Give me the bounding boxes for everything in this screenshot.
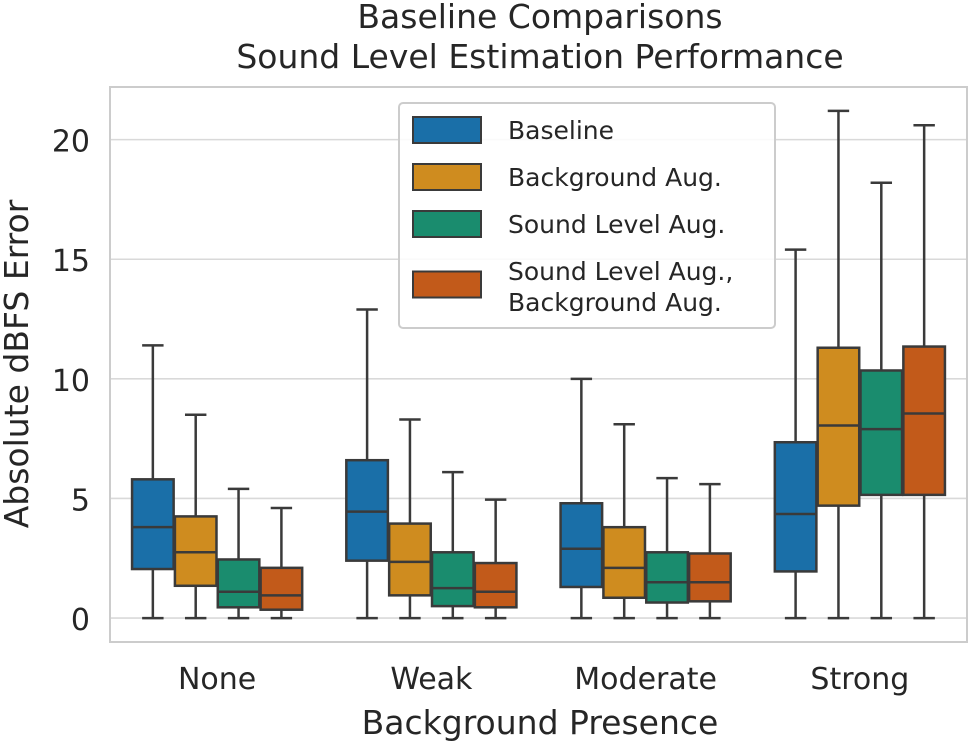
box-plot-element	[773, 248, 818, 620]
x-tick-label: Weak	[390, 662, 473, 697]
box-plot-element	[259, 506, 304, 620]
box-iqr	[645, 551, 690, 604]
legend-entry: Sound Level Aug.,Background Aug.	[412, 257, 733, 317]
y-tick-label: 20	[52, 125, 90, 160]
plot-frame	[109, 86, 968, 643]
box-iqr	[559, 502, 604, 589]
box-iqr	[216, 558, 261, 609]
x-axis-label: Background Presence	[362, 703, 719, 742]
box-plot-element	[859, 181, 904, 620]
legend-swatch	[412, 270, 482, 299]
box-plot-element	[216, 487, 261, 620]
legend: Baseline Background Aug. Sound Level Aug. S…	[398, 102, 776, 329]
x-tick-label: Moderate	[574, 662, 717, 697]
box-iqr	[473, 561, 518, 609]
box-series-layer	[130, 109, 947, 620]
box-plot-element	[345, 308, 390, 620]
box-iqr	[430, 551, 475, 608]
box-plot-element	[430, 470, 475, 620]
y-tick-label: 0	[71, 603, 90, 638]
box-iqr	[130, 478, 175, 571]
y-tick-label: 10	[52, 364, 90, 399]
legend-entry: Sound Level Aug.	[412, 210, 725, 239]
box-iqr	[602, 525, 647, 599]
legend-entry: Background Aug.	[412, 163, 722, 192]
box-iqr	[387, 522, 432, 597]
box-iqr	[859, 369, 904, 497]
legend-swatch	[412, 116, 482, 144]
box-plot-element	[387, 418, 432, 620]
box-plot-element	[902, 124, 947, 620]
box-plot-element	[473, 498, 518, 620]
legend-label: Background Aug.	[508, 163, 722, 192]
y-axis-label: Absolute dBFS Error	[0, 199, 36, 528]
x-tick-labels: None Weak Moderate Strong	[178, 662, 909, 697]
legend-label: Background Aug.	[508, 288, 722, 317]
y-tick-labels: 0 5 10 15 20	[52, 125, 90, 638]
legend-swatch	[412, 163, 482, 191]
legend-label: Baseline	[508, 116, 614, 145]
box-plot-element	[559, 377, 604, 620]
chart-title-line-2: Sound Level Estimation Performance	[236, 37, 843, 76]
legend-frame	[398, 102, 776, 329]
box-plot-element	[173, 413, 218, 620]
y-tick-label: 15	[52, 244, 90, 279]
box-plot-element	[645, 476, 690, 620]
box-iqr	[687, 552, 732, 603]
legend-label: Sound Level Aug.,	[508, 257, 733, 286]
x-tick-label: None	[178, 662, 256, 697]
box-iqr	[773, 440, 818, 573]
box-plot-element	[602, 423, 647, 620]
box-plot-element	[687, 482, 732, 620]
box-plot-element	[130, 344, 175, 620]
box-iqr	[259, 566, 304, 611]
y-tick-label: 5	[71, 483, 90, 518]
legend-label: Sound Level Aug.	[508, 210, 725, 239]
chart-title-line-1: Baseline Comparisons	[357, 0, 722, 36]
legend-entry: Baseline	[412, 116, 614, 145]
x-tick-label: Strong	[810, 662, 909, 697]
box-iqr	[902, 345, 947, 497]
legend-swatch	[412, 210, 482, 238]
box-plot-element	[816, 109, 861, 620]
